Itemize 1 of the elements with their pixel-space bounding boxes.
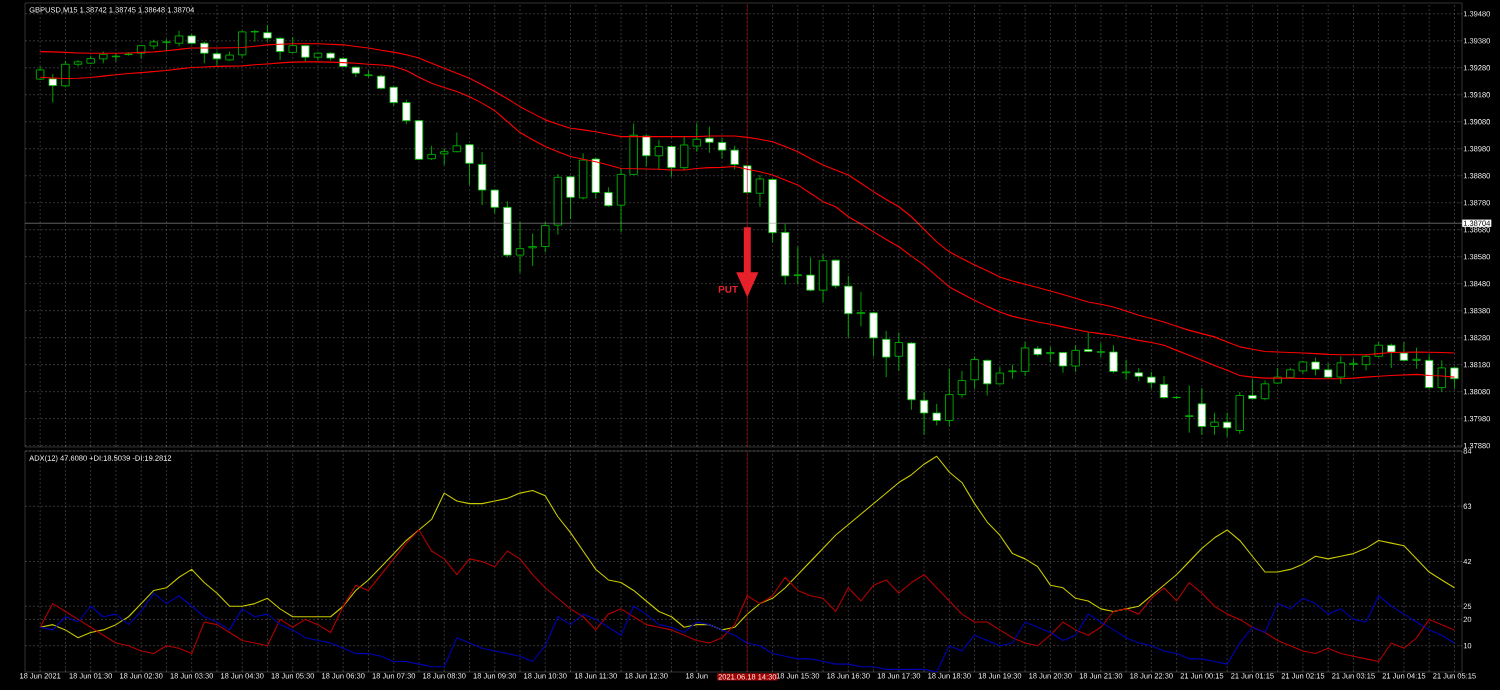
annotation: PUT <box>718 285 738 293</box>
